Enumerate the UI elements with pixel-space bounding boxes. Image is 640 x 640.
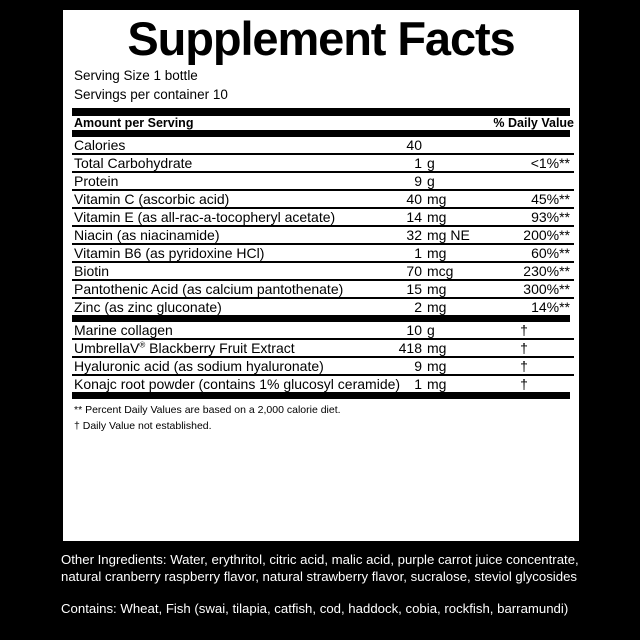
nutrient-name: Niacin (as niacinamide) <box>72 225 364 245</box>
nutrient-name-base: UmbrellaV <box>74 340 140 357</box>
table-row: Konajc root powder (contains 1% glucosyl… <box>72 374 574 393</box>
divider-bar-proprietary <box>72 315 570 323</box>
table-row: Vitamin B6 (as pyridoxine HCl) 1 mg 60%** <box>72 243 574 263</box>
table-header-row: Amount per Serving % Daily Value <box>72 116 574 130</box>
nutrient-daily-value: † <box>494 356 574 376</box>
servings-per-container: Servings per container 10 <box>74 87 228 103</box>
footnotes: ** Percent Daily Values are based on a 2… <box>72 399 570 433</box>
nutrient-unit: mg <box>422 207 494 227</box>
supplement-facts-panel: Supplement Facts Serving Size 1 bottle S… <box>61 8 581 543</box>
other-ingredients-text: Other Ingredients: Water, erythritol, ci… <box>61 552 579 585</box>
table-row: Niacin (as niacinamide) 32 mg NE 200%** <box>72 225 574 245</box>
nutrient-amount: 15 <box>364 279 422 299</box>
nutrient-unit: mg <box>422 356 494 376</box>
nutrient-unit: mg <box>422 279 494 299</box>
table-row: Hyaluronic acid (as sodium hyaluronate) 9… <box>72 356 574 376</box>
nutrient-name: Pantothenic Acid (as calcium pantothenat… <box>72 279 364 299</box>
nutrient-amount: 14 <box>364 207 422 227</box>
footnote: ** Percent Daily Values are based on a 2… <box>74 404 341 417</box>
table-row: Biotin 70 mcg 230%** <box>72 261 574 281</box>
divider-bar-top <box>72 108 570 117</box>
nutrient-amount: 40 <box>406 137 422 154</box>
page-title: Supplement Facts <box>127 12 515 65</box>
nutrient-name: Vitamin C (ascorbic acid) <box>72 189 364 209</box>
header-amount-per-serving: Amount per Serving <box>74 116 194 131</box>
nutrient-amount: 9 <box>364 171 422 191</box>
nutrient-unit: mg <box>422 297 494 316</box>
nutrient-table: Calories 40 Total Carbohydrate 1 g <1%** Prote… <box>72 137 574 316</box>
contains-allergen-text: Contains: Wheat, Fish (swai, tilapia, ca… <box>61 601 569 616</box>
table-row: Calories 40 <box>72 137 574 154</box>
table-row: UmbrellaV® Blackberry Fruit Extract 418 mg… <box>72 338 574 358</box>
nutrient-name: Hyaluronic acid (as sodium hyaluronate) <box>72 356 364 376</box>
serving-size: Serving Size 1 bottle <box>74 68 198 84</box>
nutrient-amount: 1 <box>364 374 422 393</box>
nutrient-unit: mg <box>422 338 494 358</box>
nutrient-daily-value: 300%** <box>494 279 574 299</box>
nutrient-unit: mg <box>422 374 494 393</box>
nutrient-name: Vitamin E (as all-rac-a-tocopheryl aceta… <box>72 207 364 227</box>
nutrient-daily-value: † <box>494 338 574 358</box>
divider-bar-footnotes <box>72 392 570 400</box>
table-row: Marine collagen 10 g † <box>72 322 574 339</box>
nutrient-name: Marine collagen <box>74 322 173 339</box>
nutrient-amount: 1 <box>364 153 422 173</box>
nutrient-daily-value: † <box>520 322 528 339</box>
nutrient-name: Protein <box>72 171 364 191</box>
nutrient-daily-value <box>494 137 574 154</box>
nutrient-amount: 2 <box>364 297 422 316</box>
nutrient-daily-value: 230%** <box>494 261 574 281</box>
nutrient-amount: 40 <box>364 189 422 209</box>
table-row: Vitamin C (ascorbic acid) 40 mg 45%** <box>72 189 574 209</box>
nutrient-unit: mcg <box>422 261 494 281</box>
table-row: Protein 9 g <box>72 171 574 191</box>
nutrient-amount: 10 <box>406 322 422 339</box>
other-nutrient-table: Marine collagen 10 g † UmbrellaV® Blackberry… <box>72 322 574 393</box>
nutrient-amount: 32 <box>364 225 422 245</box>
nutrient-unit: mg NE <box>422 225 494 245</box>
registered-trademark-icon: ® <box>139 340 146 350</box>
nutrient-unit <box>422 137 494 154</box>
table-row: Total Carbohydrate 1 g <1%** <box>72 153 574 173</box>
nutrient-amount: 70 <box>364 261 422 281</box>
nutrient-name: Konajc root powder (contains 1% glucosyl… <box>72 374 401 393</box>
header-table: Amount per Serving % Daily Value <box>72 116 574 130</box>
nutrient-unit: g <box>427 322 435 339</box>
nutrient-unit: mg <box>422 189 494 209</box>
nutrient-daily-value: <1%** <box>494 153 574 173</box>
nutrient-amount: 418 <box>364 338 422 358</box>
divider-bar-header <box>72 130 570 138</box>
footnote: † Daily Value not established. <box>74 419 212 432</box>
nutrient-name: Calories <box>74 137 126 154</box>
nutrient-daily-value <box>494 171 574 191</box>
nutrient-unit: g <box>422 153 494 173</box>
table-row: Pantothenic Acid (as calcium pantothenat… <box>72 279 574 299</box>
header-percent-daily-value: % Daily Value <box>493 116 575 131</box>
nutrient-name: Total Carbohydrate <box>72 153 364 173</box>
nutrient-daily-value: 200%** <box>494 225 574 245</box>
nutrient-unit: g <box>422 171 494 191</box>
nutrient-daily-value: 60%** <box>494 243 574 263</box>
serving-info: Serving Size 1 bottle Servings per conta… <box>72 66 570 104</box>
nutrient-name: Vitamin B6 (as pyridoxine HCl) <box>72 243 364 263</box>
nutrient-name: Biotin <box>72 261 364 281</box>
table-row: Vitamin E (as all-rac-a-tocopheryl aceta… <box>72 207 574 227</box>
nutrient-daily-value: 45%** <box>494 189 574 209</box>
nutrient-name-suffix: Blackberry Fruit Extract <box>145 340 295 357</box>
nutrient-daily-value: † <box>494 374 574 393</box>
nutrient-name: Zinc (as zinc gluconate) <box>72 297 364 316</box>
nutrient-daily-value: 93%** <box>494 207 574 227</box>
nutrient-amount: 1 <box>364 243 422 263</box>
nutrient-name: UmbrellaV® Blackberry Fruit Extract <box>72 338 364 358</box>
table-row: Zinc (as zinc gluconate) 2 mg 14%** <box>72 297 574 316</box>
nutrient-daily-value: 14%** <box>494 297 574 316</box>
nutrient-amount: 9 <box>364 356 422 376</box>
nutrient-unit: mg <box>422 243 494 263</box>
